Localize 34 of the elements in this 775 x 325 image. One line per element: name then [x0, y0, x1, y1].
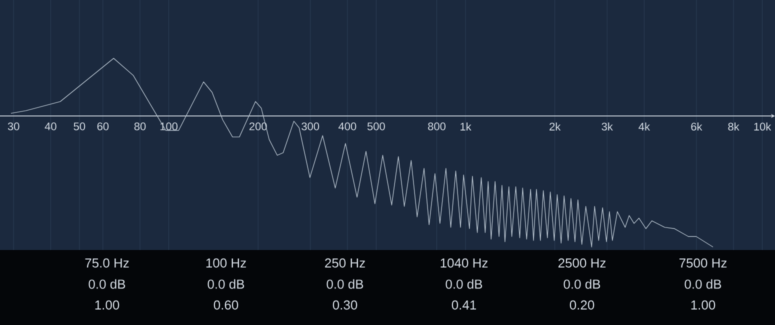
text: 0.20: [570, 300, 594, 310]
text: 0.60: [214, 300, 238, 310]
x-tick-label: 8k: [728, 122, 740, 131]
x-tick-label: 50: [74, 122, 86, 130]
x-tick-label: 3k: [602, 122, 613, 131]
text: 0.41: [452, 300, 476, 310]
x-tick-label: 1k: [460, 122, 472, 130]
text: 1.00: [691, 300, 716, 310]
text: 0.0 dB: [446, 279, 482, 289]
x-tick-label: 30: [8, 122, 20, 130]
x-tick-label: 40: [44, 122, 56, 130]
text: 75.0 Hz: [85, 258, 129, 268]
text: 1.00: [95, 300, 120, 310]
text: 100 Hz: [206, 258, 246, 268]
text: 2500 Hz: [558, 258, 606, 268]
x-tick-label: 300: [302, 122, 320, 130]
x-tick-label: 6k: [691, 122, 702, 131]
text: 250 Hz: [325, 258, 365, 268]
x-tick-label: 500: [367, 122, 385, 130]
text: 0.0 dB: [684, 279, 722, 289]
x-tick-label: 400: [338, 122, 356, 130]
x-tick-label: 4k: [638, 122, 650, 130]
text: 0.0 dB: [208, 279, 244, 289]
text: 0.30: [332, 300, 358, 310]
x-tick-label: 10k: [754, 122, 772, 131]
x-tick-label: 80: [134, 122, 146, 130]
x-tick-label: 2k: [550, 122, 561, 130]
text: 0.0 dB: [326, 279, 364, 289]
text: 1040 Hz: [440, 258, 488, 268]
text: 0.0 dB: [564, 279, 600, 289]
text: 0.0 dB: [88, 279, 126, 289]
x-tick-label: 800: [428, 122, 446, 130]
x-tick-label: 60: [97, 122, 109, 130]
text: 7500 Hz: [679, 258, 727, 268]
